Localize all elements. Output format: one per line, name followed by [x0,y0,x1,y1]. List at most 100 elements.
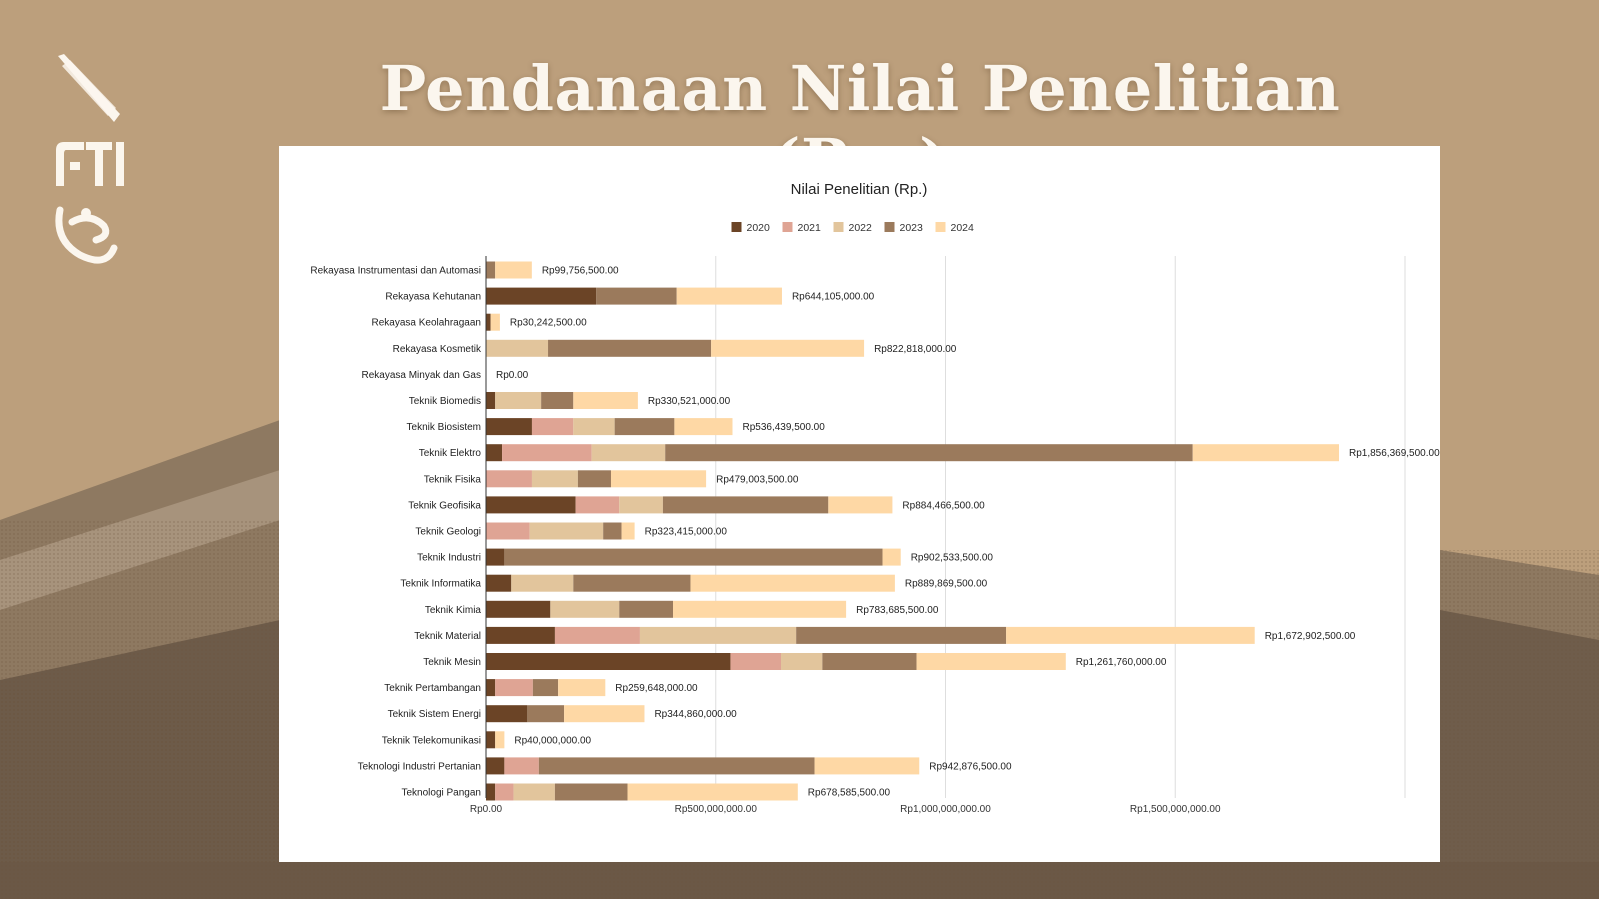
bar-segment-2023 [554,783,628,801]
category-label: Teknik Geologi [415,527,481,538]
bar-segment-2023 [662,496,829,514]
bar-segment-2022 [780,653,823,670]
bar-segment-2022 [573,418,615,436]
bar-segment-2023 [603,522,622,540]
total-value-label: Rp99,756,500.00 [542,266,619,277]
x-axis-ticks: Rp0.00 Rp500,000,000.00 Rp1,000,000,000.00… [470,804,1221,815]
bar-segment-2020 [486,757,505,775]
bar-segment-2023 [548,339,712,357]
total-value-label: Rp1,261,760,000.00 [1076,657,1167,668]
bar-segment-2024 [610,470,707,488]
bar-segment-2020 [486,626,555,644]
bar-segment-2020 [486,679,496,697]
bar-segment-2020 [486,418,532,436]
bar-segment-2022 [511,574,574,592]
legend-label-2021: 2021 [798,222,822,234]
chart-title: Nilai Penelitian (Rp.) [791,181,928,198]
category-label: Teknologi Pangan [401,788,481,799]
bar-segment-2021 [554,626,640,644]
total-value-label: Rp40,000,000.00 [514,735,591,746]
category-label: Teknik Telekomunikasi [382,735,481,746]
total-value-label: Rp889,869,500.00 [905,579,988,590]
x-tick-label: Rp500,000,000.00 [675,804,758,815]
x-tick-label: Rp1,500,000,000.00 [1130,804,1221,815]
bar-segment-2021 [495,679,533,697]
bar-segment-2022 [529,522,604,540]
category-label: Teknik Kimia [425,605,482,616]
bar-segment-2024 [495,261,532,279]
bar-segment-2021 [531,418,574,436]
bar-segment-2024 [814,757,920,775]
bar-segment-2023 [596,287,677,305]
total-value-label: Rp30,242,500.00 [510,318,587,329]
category-label: Teknik Mesin [423,657,481,668]
bar-segment-2024 [711,339,865,357]
bar-segment-2021 [486,522,530,540]
bar-segment-2024 [828,496,893,514]
category-label: Teknik Biomedis [409,396,481,407]
fti-logo-icon [56,142,124,186]
bar-segment-2020 [486,496,576,514]
bar-segment-2023 [527,705,565,723]
total-value-label: Rp822,818,000.00 [874,344,957,355]
category-label: Teknik Fisika [424,474,482,485]
total-value-label: Rp644,105,000.00 [792,292,875,303]
bar-segment-2023 [532,679,559,697]
bar-segment-2024 [621,522,635,540]
bar-segment-2021 [504,757,539,775]
total-value-label: Rp344,860,000.00 [654,709,737,720]
x-tick-label: Rp0.00 [470,804,503,815]
gridlines [715,256,1406,798]
flame-logo-icon [55,206,118,264]
bar-segment-2023 [822,653,917,670]
bar-segment-2022 [591,444,666,462]
total-value-label: Rp1,672,902,500.00 [1265,631,1356,642]
bars [486,261,1340,801]
bar-segment-2024 [564,705,645,723]
bar-segment-2022 [531,470,578,488]
bar-segment-2021 [486,470,532,488]
stacked-bar-chart: Nilai Penelitian (Rp.) 2020 2021 2022 2023 2… [310,181,1440,815]
bar-segment-2020 [486,444,503,462]
bar-segment-2020 [486,287,597,305]
bar-segment-2024 [674,418,733,436]
bar-segment-2022 [550,600,620,618]
total-value-label: Rp783,685,500.00 [856,605,939,616]
total-value-label: Rp678,585,500.00 [808,788,891,799]
bar-segment-2024 [558,679,606,697]
category-label: Teknik Industri [417,553,481,564]
category-label: Rekayasa Minyak dan Gas [361,370,481,381]
bar-segment-2024 [495,731,505,749]
legend-swatch-2021 [782,222,793,232]
total-labels: Rp99,756,500.00 Rp644,105,000.00 Rp30,242,… [496,266,1440,799]
bar-segment-2022 [486,339,549,357]
legend-swatch-2024 [935,222,946,232]
bar-segment-2024 [1192,444,1340,462]
bar-segment-2021 [730,653,781,670]
total-value-label: Rp479,003,500.00 [716,474,799,485]
bar-segment-2023 [573,574,691,592]
total-value-label: Rp536,439,500.00 [742,422,825,433]
bar-segment-2023 [619,600,674,618]
bar-segment-2020 [486,731,496,749]
bar-segment-2020 [486,600,551,618]
category-label: Teknik Sistem Energi [388,709,481,720]
category-label: Teknik Elektro [419,448,482,459]
bar-segment-2023 [796,626,1007,644]
total-value-label: Rp942,876,500.00 [929,761,1012,772]
legend-label-2023: 2023 [900,222,924,234]
bar-segment-2020 [486,548,505,566]
bar-segment-2022 [513,783,555,801]
legend-swatch-2020 [731,222,742,232]
total-value-label: Rp0.00 [496,370,529,381]
total-value-label: Rp884,466,500.00 [902,500,985,511]
category-label: Teknik Pertambangan [384,683,481,694]
category-label: Teknik Material [414,631,481,642]
bar-segment-2024 [1006,626,1255,644]
total-value-label: Rp323,415,000.00 [645,527,728,538]
itb-logo-icon [58,54,120,122]
bar-segment-2024 [690,574,895,592]
bar-segment-2021 [502,444,592,462]
legend-label-2020: 2020 [747,222,771,234]
bar-segment-2020 [486,783,496,801]
